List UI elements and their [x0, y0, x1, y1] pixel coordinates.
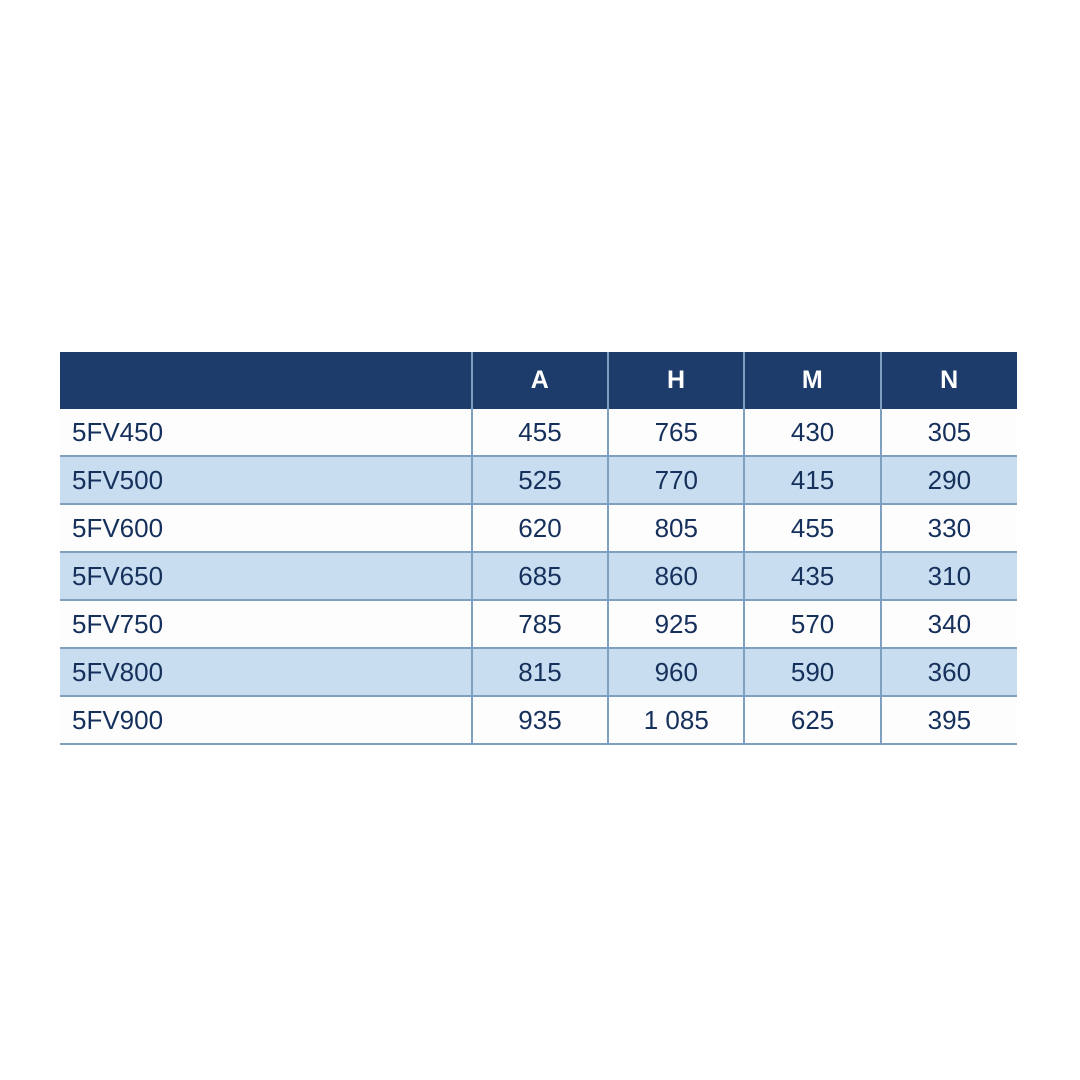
- table-header: A H M N: [60, 352, 1017, 409]
- cell-m: 415: [743, 456, 881, 505]
- cell-a: 935: [470, 696, 609, 745]
- cell-h: 770: [607, 456, 745, 505]
- cell-model: 5FV900: [60, 696, 472, 745]
- cell-a: 620: [470, 504, 609, 553]
- cell-n: 340: [879, 600, 1017, 649]
- table-row: 5FV650 685 860 435 310: [60, 552, 1017, 601]
- cell-m: 570: [743, 600, 881, 649]
- cell-h: 805: [607, 504, 745, 553]
- cell-h: 925: [607, 600, 745, 649]
- header-row: A H M N: [60, 352, 1017, 409]
- cell-model: 5FV450: [60, 409, 472, 457]
- cell-m: 430: [743, 409, 881, 457]
- cell-h: 765: [607, 409, 745, 457]
- cell-model: 5FV650: [60, 552, 472, 601]
- column-header-a: A: [470, 352, 609, 409]
- cell-n: 360: [879, 648, 1017, 697]
- cell-a: 455: [470, 409, 609, 457]
- cell-model: 5FV800: [60, 648, 472, 697]
- cell-model: 5FV500: [60, 456, 472, 505]
- column-header-h: H: [607, 352, 745, 409]
- cell-h: 960: [607, 648, 745, 697]
- cell-a: 525: [470, 456, 609, 505]
- cell-model: 5FV750: [60, 600, 472, 649]
- cell-n: 290: [879, 456, 1017, 505]
- cell-m: 625: [743, 696, 881, 745]
- column-header-n: N: [879, 352, 1017, 409]
- cell-n: 305: [879, 409, 1017, 457]
- cell-h: 1 085: [607, 696, 745, 745]
- table-row: 5FV600 620 805 455 330: [60, 504, 1017, 553]
- dimensions-table-container: A H M N 5FV450 455 765 430 305 5FV500 52…: [60, 352, 1017, 745]
- cell-h: 860: [607, 552, 745, 601]
- cell-m: 590: [743, 648, 881, 697]
- cell-m: 455: [743, 504, 881, 553]
- table-row: 5FV750 785 925 570 340: [60, 600, 1017, 649]
- dimensions-table: A H M N 5FV450 455 765 430 305 5FV500 52…: [60, 352, 1017, 745]
- table-row: 5FV800 815 960 590 360: [60, 648, 1017, 697]
- table-row: 5FV450 455 765 430 305: [60, 409, 1017, 457]
- cell-n: 310: [879, 552, 1017, 601]
- cell-n: 330: [879, 504, 1017, 553]
- table-row: 5FV500 525 770 415 290: [60, 456, 1017, 505]
- column-header-model: [60, 352, 472, 409]
- column-header-m: M: [743, 352, 881, 409]
- cell-model: 5FV600: [60, 504, 472, 553]
- cell-m: 435: [743, 552, 881, 601]
- table-row: 5FV900 935 1 085 625 395: [60, 696, 1017, 745]
- table-body: 5FV450 455 765 430 305 5FV500 525 770 41…: [60, 409, 1017, 745]
- cell-a: 785: [470, 600, 609, 649]
- cell-a: 815: [470, 648, 609, 697]
- cell-n: 395: [879, 696, 1017, 745]
- cell-a: 685: [470, 552, 609, 601]
